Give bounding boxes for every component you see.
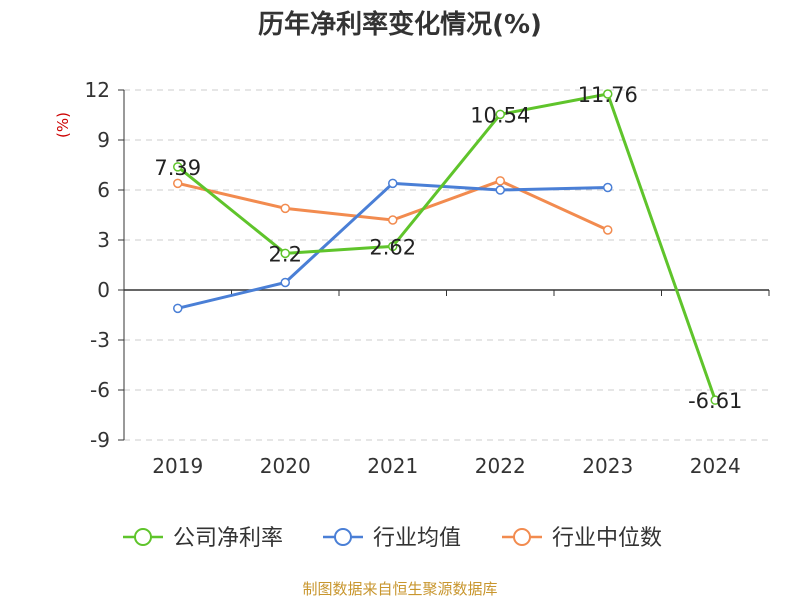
legend: 公司净利率 行业均值 行业中位数 bbox=[123, 526, 662, 551]
x-tick-label: 2022 bbox=[475, 454, 526, 478]
data-point bbox=[280, 203, 290, 214]
legend-marker bbox=[134, 528, 152, 546]
y-tick-label: 3 bbox=[97, 228, 110, 252]
data-point bbox=[388, 215, 398, 225]
y-axis-label: (%) bbox=[54, 112, 72, 138]
series-lines bbox=[173, 89, 720, 405]
data-label: -6.61 bbox=[688, 389, 742, 413]
data-labels: 7.39 2.2 2.62 10.54 11.76 -6.61 bbox=[154, 83, 742, 413]
y-tick-label: 12 bbox=[85, 78, 110, 102]
y-tick-label: 0 bbox=[97, 278, 110, 302]
data-point bbox=[603, 182, 613, 193]
data-point bbox=[495, 185, 505, 195]
y-tick-label: -3 bbox=[90, 328, 110, 352]
data-point bbox=[388, 178, 398, 189]
data-point bbox=[280, 277, 290, 288]
x-tick-label: 2019 bbox=[152, 454, 203, 478]
grid-lines bbox=[124, 89, 769, 441]
y-tick-label: -6 bbox=[90, 378, 110, 402]
axes: 12 9 6 3 0 -3 -6 -9 2019 2020 2021 2022 2023 2024 (%) bbox=[54, 78, 770, 478]
legend-label: 行业中位数 bbox=[552, 526, 662, 551]
data-point bbox=[495, 109, 505, 120]
x-tick-label: 2020 bbox=[260, 454, 311, 478]
data-point bbox=[388, 241, 398, 252]
chart-title: 历年净利率变化情况(%) bbox=[258, 10, 542, 40]
data-label: 2.62 bbox=[369, 235, 416, 259]
series-line bbox=[176, 92, 717, 401]
data-point bbox=[173, 162, 183, 172]
data-point bbox=[280, 248, 290, 259]
legend-marker bbox=[334, 528, 352, 546]
source-note: 制图数据来自恒生聚源数据库 bbox=[302, 580, 498, 598]
y-tick-label: 6 bbox=[97, 178, 110, 202]
x-tick-label: 2021 bbox=[367, 454, 418, 478]
data-label: 11.76 bbox=[578, 83, 638, 107]
data-point bbox=[173, 303, 183, 314]
data-point bbox=[603, 89, 613, 99]
data-label: 7.39 bbox=[154, 156, 201, 180]
legend-marker bbox=[513, 528, 531, 546]
y-tick-label: 9 bbox=[97, 128, 110, 152]
data-label: 2.2 bbox=[269, 242, 302, 266]
data-point bbox=[495, 176, 505, 186]
data-point bbox=[710, 395, 720, 405]
x-tick-label: 2023 bbox=[582, 454, 633, 478]
legend-label: 行业均值 bbox=[373, 526, 461, 551]
data-label: 10.54 bbox=[470, 103, 530, 127]
y-tick-label: -9 bbox=[90, 428, 110, 452]
x-tick-label: 2024 bbox=[690, 454, 741, 478]
data-point bbox=[173, 178, 183, 189]
data-point bbox=[603, 225, 613, 235]
legend-label: 公司净利率 bbox=[173, 526, 283, 551]
